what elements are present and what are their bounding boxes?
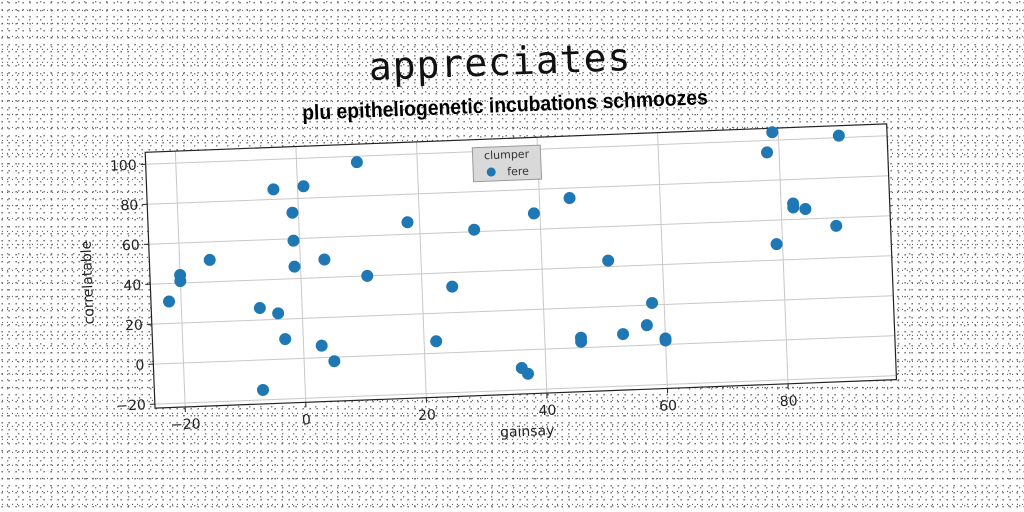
plot-area: −20 0 20 40 60 80 −20 0 20 40 60 80 100 gainsay cor…	[79, 123, 898, 441]
data-point	[328, 355, 341, 368]
data-point	[617, 328, 630, 341]
x-tick-label: 60	[659, 398, 677, 415]
y-tick-label: 100	[110, 158, 137, 175]
data-point	[401, 216, 414, 229]
data-point	[315, 339, 328, 352]
legend-title: clumper	[484, 148, 530, 163]
data-point	[830, 219, 843, 232]
data-point	[646, 296, 659, 309]
data-point	[257, 383, 270, 396]
data-point	[602, 254, 615, 267]
y-tick-label: 40	[123, 278, 141, 295]
data-point	[297, 180, 310, 193]
data-point	[279, 333, 292, 346]
y-tick-label: 20	[125, 318, 143, 335]
data-point	[430, 335, 443, 348]
data-point	[286, 206, 299, 219]
data-point	[272, 307, 285, 320]
x-tick-label: 80	[779, 393, 797, 410]
y-grid-line	[153, 335, 895, 365]
data-point	[640, 319, 653, 332]
y-axis-ticks: −20 0 20 40 60 80 100	[110, 158, 155, 415]
x-tick-label: 20	[418, 407, 436, 424]
y-grid-line	[150, 255, 892, 285]
legend: clumper fere	[471, 144, 543, 183]
x-axis-label: gainsay	[500, 423, 555, 441]
data-point	[350, 156, 363, 169]
plot-background	[145, 123, 897, 409]
y-tick-label: 60	[122, 238, 140, 255]
x-grid-line	[536, 137, 548, 394]
x-grid-line	[777, 127, 789, 384]
data-point	[361, 269, 374, 282]
data-point	[253, 302, 266, 315]
data-point	[832, 129, 845, 142]
plot-frame	[144, 123, 898, 409]
y-grid-line	[154, 375, 897, 405]
y-tick-label: 80	[120, 198, 138, 215]
data-point	[787, 197, 800, 210]
data-point	[318, 253, 331, 266]
x-grid-line	[415, 141, 427, 398]
data-point	[659, 334, 672, 347]
legend-marker	[486, 167, 496, 177]
data-point	[522, 367, 535, 380]
data-points	[163, 126, 845, 396]
data-point	[799, 202, 812, 215]
data-point	[468, 223, 481, 236]
legend-entry-label: fere	[507, 165, 529, 179]
data-point	[174, 275, 187, 288]
y-grid-line	[151, 295, 894, 325]
grid-lines	[145, 127, 897, 407]
data-point	[288, 260, 301, 273]
data-point	[766, 126, 779, 139]
y-grid-line	[148, 215, 891, 245]
x-tick-label: −20	[171, 416, 201, 433]
data-point	[203, 253, 216, 266]
data-point	[287, 234, 300, 247]
data-point	[563, 192, 576, 205]
data-point	[267, 183, 280, 196]
x-tick-label: 40	[538, 403, 556, 420]
data-point	[575, 335, 588, 348]
y-axis-label: correlatable	[79, 240, 98, 324]
x-axis-ticks: −20 0 20 40 60 80	[171, 383, 798, 434]
y-grid-line	[147, 175, 889, 205]
data-point	[446, 280, 459, 293]
x-grid-line	[295, 146, 307, 403]
data-point	[761, 146, 774, 159]
y-tick-label: 0	[135, 357, 145, 373]
x-tick-label: 0	[302, 412, 312, 428]
data-point	[770, 238, 783, 251]
data-point	[163, 295, 176, 308]
data-point	[527, 207, 540, 220]
y-tick-label: −20	[116, 397, 146, 414]
